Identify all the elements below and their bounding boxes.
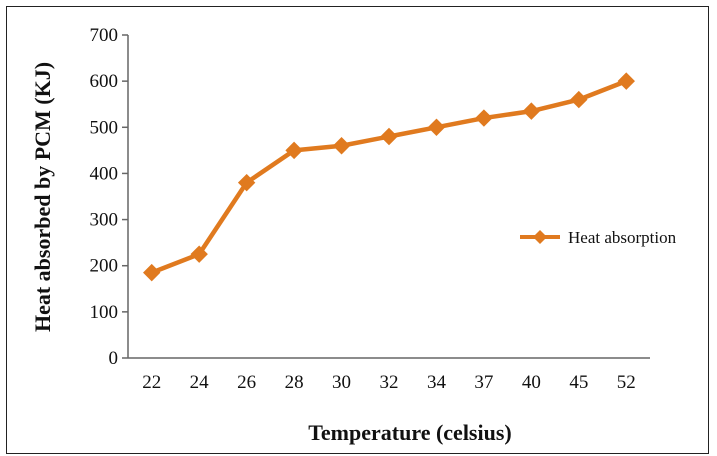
y-tick-label: 400 [90, 163, 119, 184]
x-tick-label: 52 [617, 372, 636, 393]
data-point [143, 263, 161, 282]
data-point [332, 137, 351, 155]
x-tick-label: 37 [474, 372, 493, 393]
x-tick-label: 32 [380, 372, 399, 393]
legend: Heat absorption [520, 228, 677, 247]
y-tick-label: 300 [90, 210, 119, 231]
series-line [149, 78, 629, 275]
data-point [617, 72, 635, 90]
legend-marker [533, 230, 547, 244]
y-tick-label: 500 [90, 117, 119, 138]
x-axis-title: Temperature (celsius) [308, 420, 511, 445]
data-point [570, 90, 588, 109]
data-point [427, 118, 446, 136]
x-tick-label: 26 [237, 372, 256, 393]
data-point [522, 102, 541, 120]
x-tick-label: 45 [569, 372, 588, 393]
y-tick-label: 200 [90, 256, 119, 277]
x-ticks: 22 24 26 28 30 32 34 37 40 45 52 [142, 372, 636, 393]
data-point [475, 109, 493, 127]
x-tick-label: 24 [190, 372, 210, 393]
data-point [285, 141, 303, 160]
y-ticks: 0 100 200 300 400 500 600 700 [90, 25, 128, 369]
data-point [237, 173, 256, 192]
data-point [190, 245, 208, 263]
y-tick-label: 0 [109, 348, 119, 369]
x-tick-label: 22 [142, 372, 161, 393]
y-tick-label: 700 [90, 25, 119, 46]
data-point [380, 127, 398, 146]
y-axis-title: Heat absorbed by PCM (KJ) [30, 62, 55, 332]
series-layer [143, 72, 635, 282]
x-tick-label: 34 [427, 372, 447, 393]
x-tick-label: 28 [285, 372, 304, 393]
x-tick-label: 40 [522, 372, 541, 393]
y-tick-label: 100 [90, 302, 119, 323]
x-tick-label: 30 [332, 372, 351, 393]
axes [127, 35, 650, 359]
y-tick-label: 600 [90, 71, 119, 92]
legend-label: Heat absorption [568, 228, 677, 247]
